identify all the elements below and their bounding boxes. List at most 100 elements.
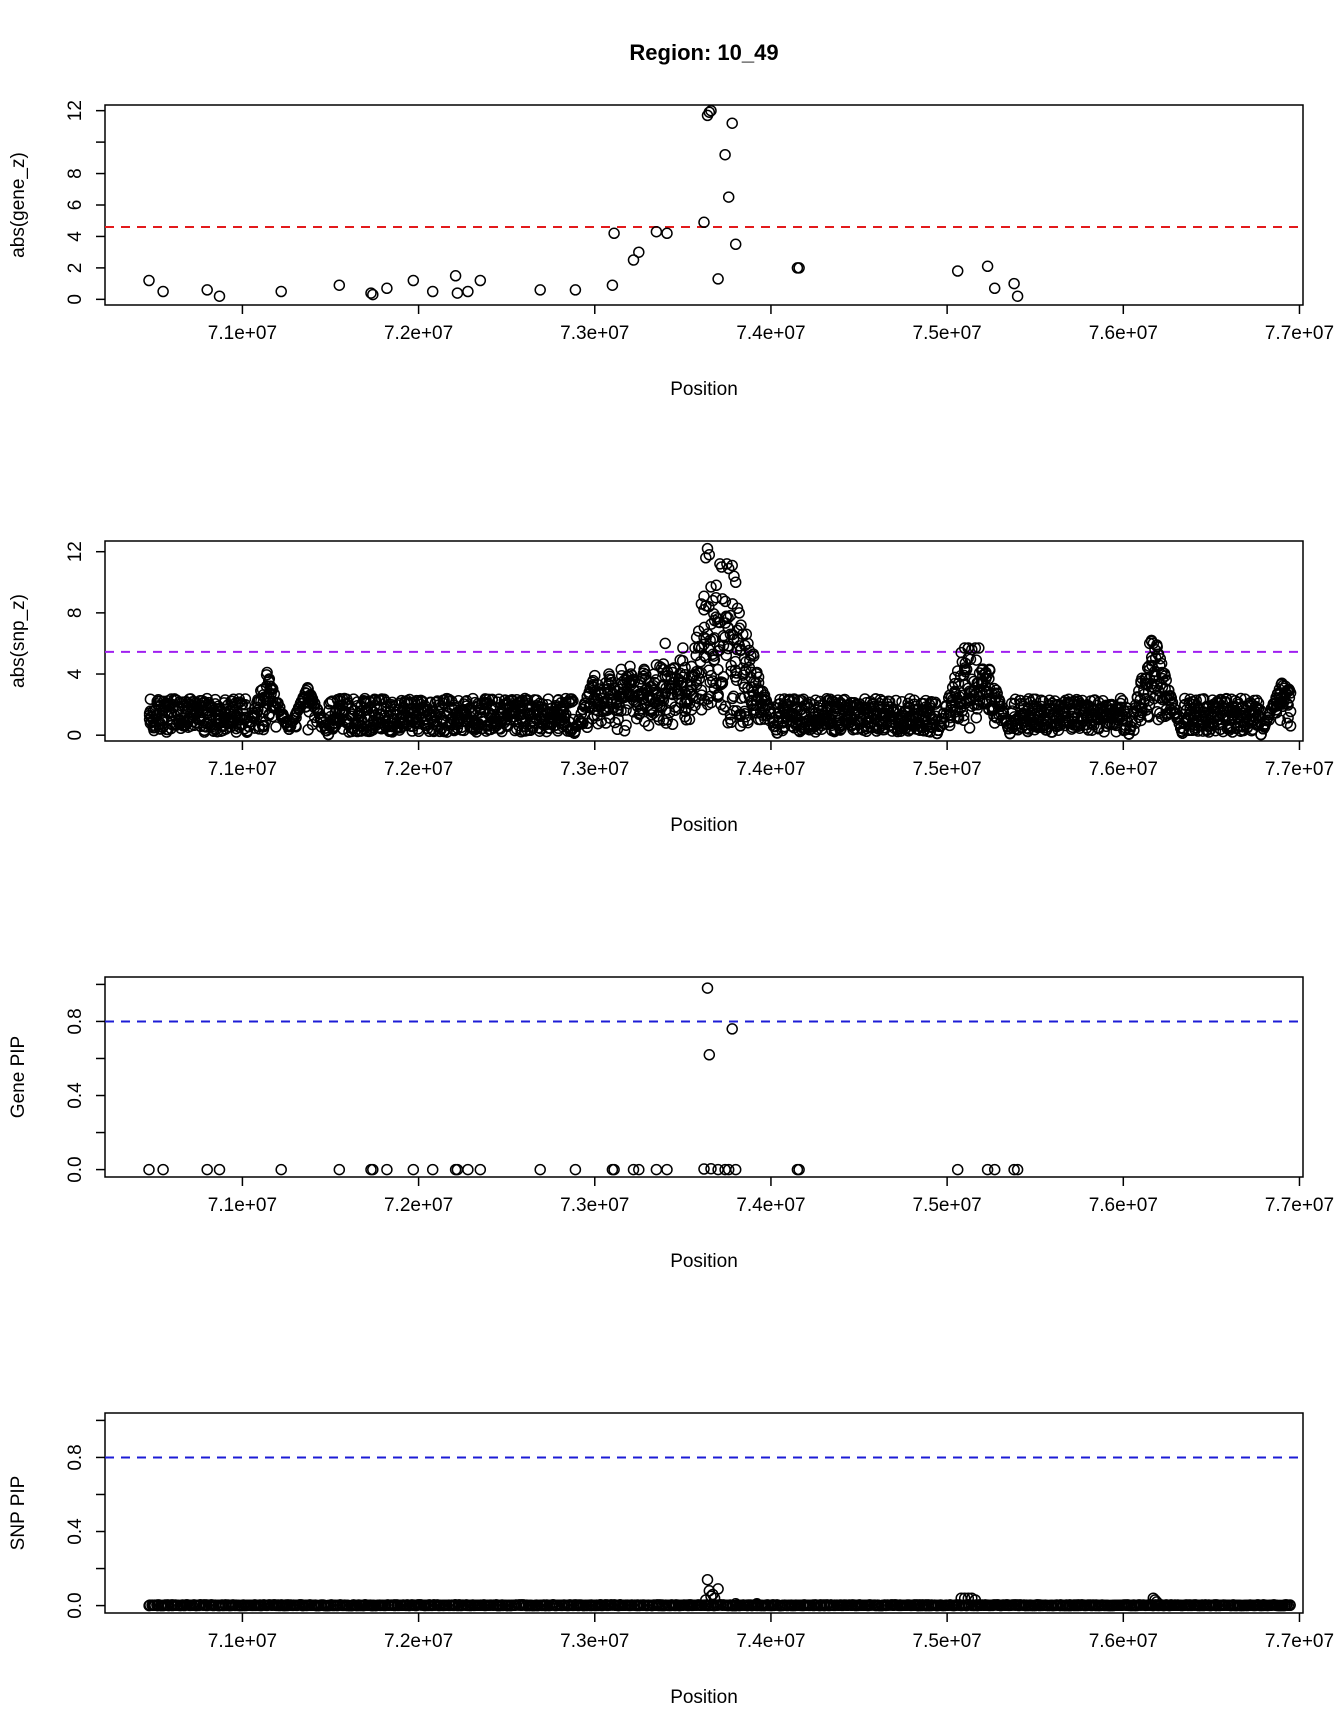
data-point	[988, 1163, 1001, 1176]
data-point	[592, 717, 604, 730]
data-point	[449, 270, 462, 282]
y-axis: 0 4 8 12	[65, 541, 105, 740]
data-point	[263, 674, 275, 686]
data-point	[301, 682, 314, 694]
data-point	[1151, 1596, 1163, 1608]
data-point	[270, 721, 282, 733]
data-point	[612, 713, 624, 725]
data-point	[633, 1163, 645, 1176]
data-point	[710, 579, 723, 592]
data-point	[698, 621, 711, 634]
data-point	[981, 1163, 994, 1176]
data-point	[976, 663, 989, 676]
x-tick-label: 7.3e+07	[560, 323, 629, 344]
data-point	[474, 1163, 487, 1176]
data-point	[983, 663, 996, 676]
x-tick-label: 7.5e+07	[913, 759, 982, 780]
data-point	[407, 274, 420, 287]
data-point	[694, 656, 707, 668]
data-point	[659, 637, 671, 650]
data-point	[703, 106, 716, 118]
data-point	[143, 1163, 155, 1176]
data-point	[1166, 696, 1179, 709]
data-point	[1156, 681, 1169, 693]
data-point	[213, 1163, 226, 1176]
x-axis: 7.1e+07 7.2e+07 7.3e+07 7.4e+07 7.5e+07 7.6e+…	[208, 1177, 1334, 1216]
data-point	[742, 714, 754, 726]
data-point	[157, 1163, 169, 1176]
data-point	[728, 570, 740, 582]
data-point	[1114, 692, 1127, 705]
data-point	[264, 680, 277, 693]
data-point	[698, 604, 710, 616]
data-point	[793, 1163, 805, 1176]
y-axis-label: abs(gene_z)	[8, 152, 29, 258]
data-point	[201, 284, 213, 296]
data-point	[333, 1163, 346, 1176]
x-axis: 7.1e+07 7.2e+07 7.3e+07 7.4e+07 7.5e+07 7.6e+…	[208, 305, 1334, 344]
data-point	[1147, 1592, 1160, 1604]
x-axis-label: Position	[670, 379, 738, 400]
data-point	[719, 595, 732, 608]
data-point	[581, 721, 593, 734]
data-point	[627, 254, 640, 266]
x-tick-label: 7.2e+07	[384, 323, 453, 344]
data-point	[1209, 724, 1222, 737]
data-point	[608, 227, 620, 240]
data-point	[747, 648, 760, 660]
data-point	[534, 1163, 546, 1176]
x-tick-label: 7.4e+07	[736, 1195, 805, 1216]
data-point	[1008, 277, 1020, 290]
x-tick-label: 7.7e+07	[1265, 759, 1334, 780]
data-point	[1162, 684, 1175, 696]
data-point	[712, 645, 724, 657]
data-point	[642, 719, 655, 732]
data-point	[701, 1573, 714, 1586]
data-point	[951, 265, 964, 277]
panel-gene-pip: 7.1e+07 7.2e+07 7.3e+07 7.4e+07 7.5e+07 7.6e+…	[8, 976, 1334, 1272]
data-point	[486, 694, 498, 706]
data-point	[701, 982, 714, 994]
data-point	[738, 652, 751, 665]
data-point	[565, 696, 578, 708]
x-tick-label: 7.4e+07	[736, 323, 805, 344]
data-point	[239, 693, 252, 705]
data-point	[722, 1163, 735, 1176]
data-point	[705, 1162, 717, 1175]
points	[143, 542, 1297, 741]
data-point	[1148, 675, 1161, 687]
data-point	[657, 714, 670, 726]
data-point	[698, 1163, 710, 1175]
data-point	[729, 1597, 742, 1610]
data-point	[708, 614, 721, 627]
data-point	[239, 699, 252, 711]
data-point	[1156, 666, 1168, 679]
data-point	[1154, 691, 1166, 704]
data-point	[963, 722, 976, 734]
y-tick-label: 0	[65, 730, 86, 741]
data-point	[1284, 720, 1297, 732]
x-tick-label: 7.6e+07	[1089, 1195, 1158, 1216]
x-tick-label: 7.2e+07	[384, 1195, 453, 1216]
data-point	[970, 654, 983, 666]
data-point	[1138, 684, 1150, 696]
data-point	[474, 274, 487, 287]
x-tick-label: 7.6e+07	[1089, 1631, 1158, 1652]
data-point	[959, 665, 972, 678]
data-point	[589, 669, 601, 682]
data-point	[661, 227, 673, 240]
data-point	[705, 581, 717, 593]
x-tick-label: 7.1e+07	[208, 323, 277, 344]
data-point	[722, 191, 735, 203]
data-point	[952, 677, 965, 690]
data-point	[633, 246, 645, 258]
x-tick-label: 7.2e+07	[384, 759, 453, 780]
y-axis-label: Gene PIP	[8, 1036, 29, 1118]
data-point	[603, 668, 615, 680]
data-point	[620, 704, 632, 716]
x-axis-label: Position	[670, 1251, 738, 1272]
data-point	[954, 698, 967, 710]
data-point	[793, 262, 805, 274]
data-point	[407, 1163, 420, 1176]
data-point	[1283, 683, 1295, 696]
